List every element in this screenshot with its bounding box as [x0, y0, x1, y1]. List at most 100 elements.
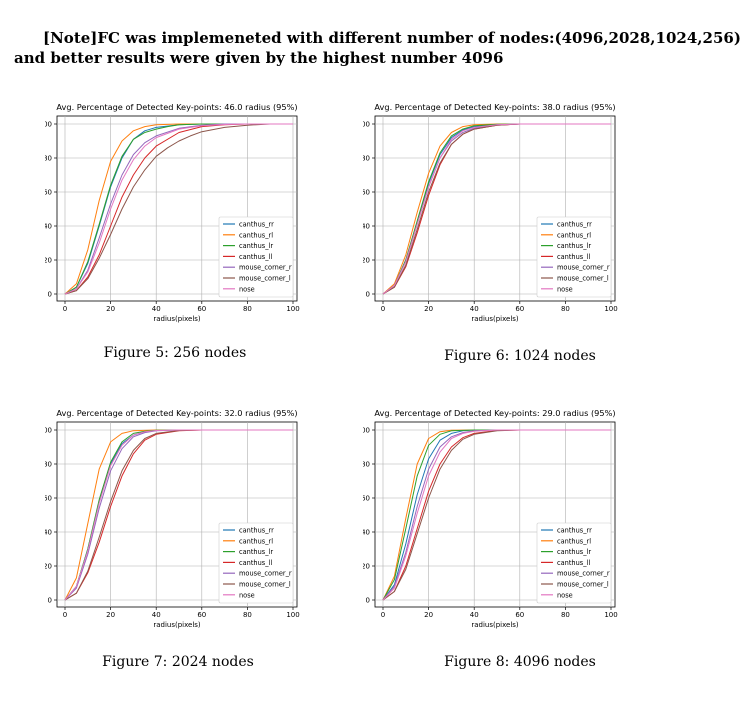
series-line-canthus-rl — [64, 123, 293, 295]
chart-svg: Avg. Percentage of Detected Key-points: … — [363, 102, 618, 323]
legend-label: canthus_rl — [557, 231, 591, 239]
legend-label: canthus_rr — [239, 221, 274, 229]
note-heading: [Note]FC was implemeneted with different… — [14, 28, 750, 68]
x-tick-label: 40 — [152, 611, 161, 619]
y-tick-label: 100 — [45, 427, 52, 435]
figure-1024-nodes: Avg. Percentage of Detected Key-points: … — [363, 96, 663, 328]
y-tick-label: 100 — [45, 121, 52, 129]
y-tick-label: 60 — [45, 495, 52, 503]
y-tick-label: 0 — [48, 597, 52, 605]
legend-label: canthus_rr — [557, 527, 592, 535]
y-tick-label: 40 — [45, 529, 52, 537]
x-axis-label: radius(pixels) — [471, 315, 519, 323]
y-tick-label: 40 — [363, 223, 370, 231]
x-tick-label: 100 — [286, 611, 299, 619]
figure-4096-nodes: Avg. Percentage of Detected Key-points: … — [363, 402, 663, 634]
legend-label: mouse_corner_r — [239, 570, 292, 578]
chart-title: Avg. Percentage of Detected Key-points: … — [56, 102, 297, 112]
x-tick-label: 100 — [604, 305, 617, 313]
legend-box — [536, 216, 612, 298]
figure-256-nodes: Avg. Percentage of Detected Key-points: … — [45, 96, 345, 328]
legend-label: canthus_ll — [239, 559, 272, 567]
chart-svg: Avg. Percentage of Detected Key-points: … — [45, 102, 300, 323]
y-tick-label: 80 — [363, 461, 370, 469]
legend-label: canthus_lr — [239, 242, 273, 250]
y-tick-label: 80 — [45, 155, 52, 163]
chart-title: Avg. Percentage of Detected Key-points: … — [374, 102, 615, 112]
y-tick-label: 20 — [45, 257, 52, 265]
series-line-nose — [382, 123, 611, 295]
x-tick-label: 60 — [515, 305, 524, 313]
y-tick-label: 60 — [363, 495, 370, 503]
figure-8-caption: Figure 8: 4096 nodes — [444, 654, 596, 670]
y-tick-label: 80 — [363, 155, 370, 163]
y-tick-label: 100 — [363, 121, 370, 129]
chart-title: Avg. Percentage of Detected Key-points: … — [56, 408, 297, 418]
legend-label: canthus_ll — [239, 253, 272, 261]
legend-label: canthus_lr — [239, 548, 273, 556]
series-line-canthus-rl — [64, 429, 293, 601]
series-line-canthus-lr — [382, 429, 611, 601]
series-line-canthus-rl — [382, 123, 611, 295]
chart-svg: Avg. Percentage of Detected Key-points: … — [45, 408, 300, 629]
x-tick-label: 40 — [470, 611, 479, 619]
y-tick-label: 100 — [363, 427, 370, 435]
figure-5-caption: Figure 5: 256 nodes — [103, 345, 247, 361]
chart-title: Avg. Percentage of Detected Key-points: … — [374, 408, 615, 418]
legend-label: canthus_rl — [239, 231, 273, 239]
legend-label: mouse_corner_l — [557, 581, 609, 589]
y-tick-label: 0 — [48, 291, 52, 299]
x-tick-label: 60 — [515, 611, 524, 619]
x-tick-label: 80 — [561, 611, 570, 619]
x-axis-label: radius(pixels) — [153, 621, 201, 629]
legend-label: mouse_corner_r — [557, 570, 610, 578]
y-tick-label: 60 — [363, 189, 370, 197]
y-tick-label: 20 — [363, 257, 370, 265]
legend-label: mouse_corner_r — [239, 264, 292, 272]
legend-label: canthus_rr — [557, 221, 592, 229]
x-tick-label: 40 — [470, 305, 479, 313]
y-tick-label: 0 — [366, 597, 370, 605]
y-tick-label: 80 — [45, 461, 52, 469]
series-line-nose — [64, 123, 293, 295]
x-tick-label: 20 — [424, 305, 433, 313]
legend-label: canthus_ll — [557, 253, 590, 261]
legend-label: canthus_lr — [557, 242, 591, 250]
legend-label: nose — [557, 591, 573, 599]
legend-label: mouse_corner_l — [557, 275, 609, 283]
y-tick-label: 20 — [45, 563, 52, 571]
legend-box — [536, 522, 612, 604]
series-line-mouse-corner-l — [64, 123, 293, 295]
legend-label: canthus_rl — [239, 537, 273, 545]
x-tick-label: 20 — [424, 611, 433, 619]
series-line-nose — [382, 429, 611, 601]
note-line-1: [Note]FC was implemeneted with different… — [43, 29, 741, 47]
figure-7-caption: Figure 7: 2024 nodes — [102, 654, 254, 670]
x-tick-label: 80 — [243, 611, 252, 619]
x-tick-label: 60 — [197, 611, 206, 619]
series-line-nose — [64, 429, 293, 601]
legend-label: nose — [557, 285, 573, 293]
legend-label: nose — [239, 285, 255, 293]
x-tick-label: 60 — [197, 305, 206, 313]
legend-box — [218, 216, 294, 298]
series-line-mouse-corner-l — [382, 429, 611, 601]
x-tick-label: 20 — [106, 305, 115, 313]
legend-label: canthus_ll — [557, 559, 590, 567]
figure-6-caption: Figure 6: 1024 nodes — [444, 348, 596, 364]
x-axis-label: radius(pixels) — [471, 621, 519, 629]
y-tick-label: 60 — [45, 189, 52, 197]
legend-label: canthus_lr — [557, 548, 591, 556]
x-tick-label: 100 — [286, 305, 299, 313]
y-tick-label: 40 — [363, 529, 370, 537]
x-tick-label: 20 — [106, 611, 115, 619]
x-tick-label: 0 — [63, 611, 67, 619]
x-tick-label: 80 — [561, 305, 570, 313]
y-tick-label: 0 — [366, 291, 370, 299]
legend-label: canthus_rr — [239, 527, 274, 535]
legend-label: nose — [239, 591, 255, 599]
series-line-canthus-lr — [64, 123, 293, 295]
x-tick-label: 0 — [381, 305, 385, 313]
legend-label: canthus_rl — [557, 537, 591, 545]
chart-svg: Avg. Percentage of Detected Key-points: … — [363, 408, 618, 629]
